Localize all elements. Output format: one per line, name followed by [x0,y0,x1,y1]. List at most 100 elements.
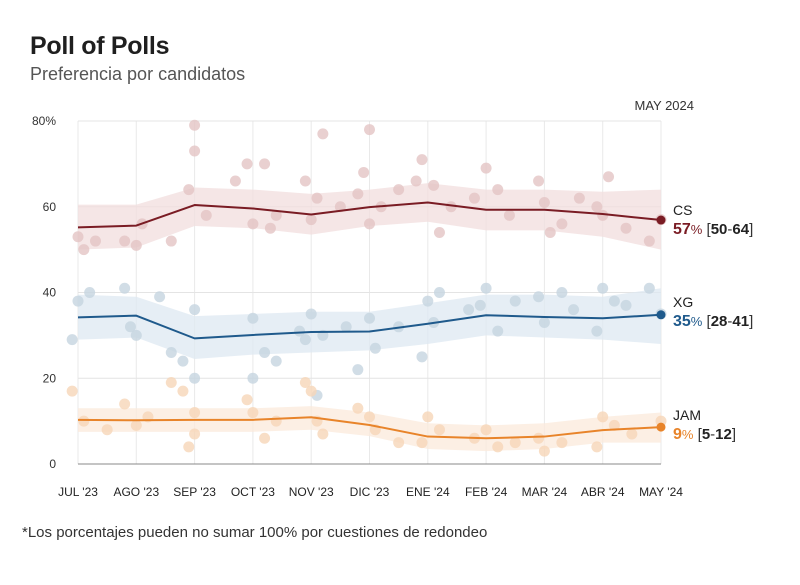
poll-dot-cs [643,235,655,247]
x-tick-label: ABR '24 [581,485,625,499]
poll-dot-cs [264,222,276,234]
poll-dot-cs [72,231,84,243]
poll-dot-jam [189,407,201,419]
poll-dot-jam [305,385,317,397]
end-label-part: [ [702,313,711,330]
poll-dot-xg [556,287,568,298]
poll-dot-cs [603,171,615,183]
end-label-name: CS [673,202,692,218]
poll-dot-cs [189,119,201,131]
poll-dot-jam [317,428,329,440]
end-label-part: 12 [715,426,732,443]
poll-dot-xg [643,282,655,294]
footnote: *Los porcentajes pueden no sumar 100% po… [22,524,488,541]
end-label-part: ] [732,426,736,443]
poll-dot-cs [573,192,585,204]
poll-dot-jam [492,441,504,453]
poll-dot-xg [364,312,375,324]
poll-dot-cs [241,158,253,170]
poll-dot-cs [270,209,282,221]
poll-dot-jam [538,445,550,457]
poll-dot-xg [509,295,521,307]
poll-dot-jam [352,402,364,414]
poll-dot-jam [591,441,603,453]
end-label-value: 9% [5-12] [673,426,736,443]
end-label-part: % [682,427,694,442]
end-label-part: 50 [711,221,728,238]
x-tick-label: JUL '23 [58,485,98,499]
poll-dot-cs [317,128,329,140]
poll-dot-jam [101,424,113,436]
poll-dot-xg [568,304,580,316]
poll-dot-cs [259,158,271,170]
x-tick-label: ENE '24 [406,485,450,499]
poll-dot-jam [480,424,492,436]
y-tick-label: 80% [32,114,56,128]
end-label-value: 35% [28-41] [673,313,753,330]
poll-dot-cs [311,192,323,204]
chart-subtitle: Preferencia por candidatos [30,64,246,84]
poll-dot-xg [305,308,317,320]
poll-dot-jam [183,441,195,453]
poll-dot-jam [433,424,445,436]
end-label-part: 5 [702,426,710,443]
x-tick-label: NOV '23 [289,485,334,499]
poll-dot-xg [154,291,166,303]
poll-dot-xg [177,355,189,367]
poll-dot-cs [352,188,364,200]
end-label-part: 35 [673,313,691,330]
x-tick-label: OCT '23 [231,485,275,499]
poll-dot-cs [544,226,556,238]
poll-dot-cs [119,235,131,247]
poll-dot-jam [422,411,434,423]
poll-dot-cs [130,239,142,251]
poll-dot-xg [124,321,136,333]
poll-dot-jam [165,377,177,389]
poll-dot-cs [591,201,603,213]
poll-dot-cs [468,192,480,204]
poll-dot-cs [492,184,504,196]
poll-dot-cs [416,154,428,166]
poll-dot-xg [422,295,434,307]
poll-dot-xg [620,299,632,311]
poll-dot-jam [270,415,282,427]
poll-dot-xg [608,295,620,307]
end-label-part: [ [693,426,702,443]
x-tick-label: MAR '24 [522,485,568,499]
poll-dot-xg [247,372,259,384]
poll-dot-cs [556,218,568,230]
trend-lines [77,201,666,440]
poll-dot-jam [533,432,545,444]
end-label-part: ] [749,313,753,330]
poll-dot-xg [340,321,352,333]
poll-dot-xg [597,282,609,294]
end-label-part: - [727,221,732,238]
poll-dot-xg [369,342,381,354]
poll-dot-xg [247,312,259,324]
poll-dot-cs [247,218,259,230]
poll-dot-cs [78,244,90,256]
poll-dot-cs [393,184,405,196]
poll-dot-jam [416,437,428,449]
poll-dot-jam [78,415,90,427]
poll-dot-cs [433,226,445,238]
end-label-part: 57 [673,221,691,238]
end-label-part: 9 [673,426,682,443]
poll-dot-cs [445,201,457,213]
poll-dot-xg [480,282,492,294]
end-label-part: 28 [711,313,728,330]
y-tick-label: 40 [43,286,57,300]
x-tick-label: AGO '23 [113,485,159,499]
poll-dot-xg [259,347,271,359]
y-tick-label: 60 [43,200,57,214]
poll-dot-cs [165,235,177,247]
poll-dot-jam [119,398,131,410]
end-label-part: % [691,314,703,329]
poll-dot-xg [591,325,603,337]
y-tick-label: 20 [43,371,57,385]
poll-dot-cs [364,124,375,136]
band-cs [78,183,661,250]
poll-dot-xg [294,325,306,337]
